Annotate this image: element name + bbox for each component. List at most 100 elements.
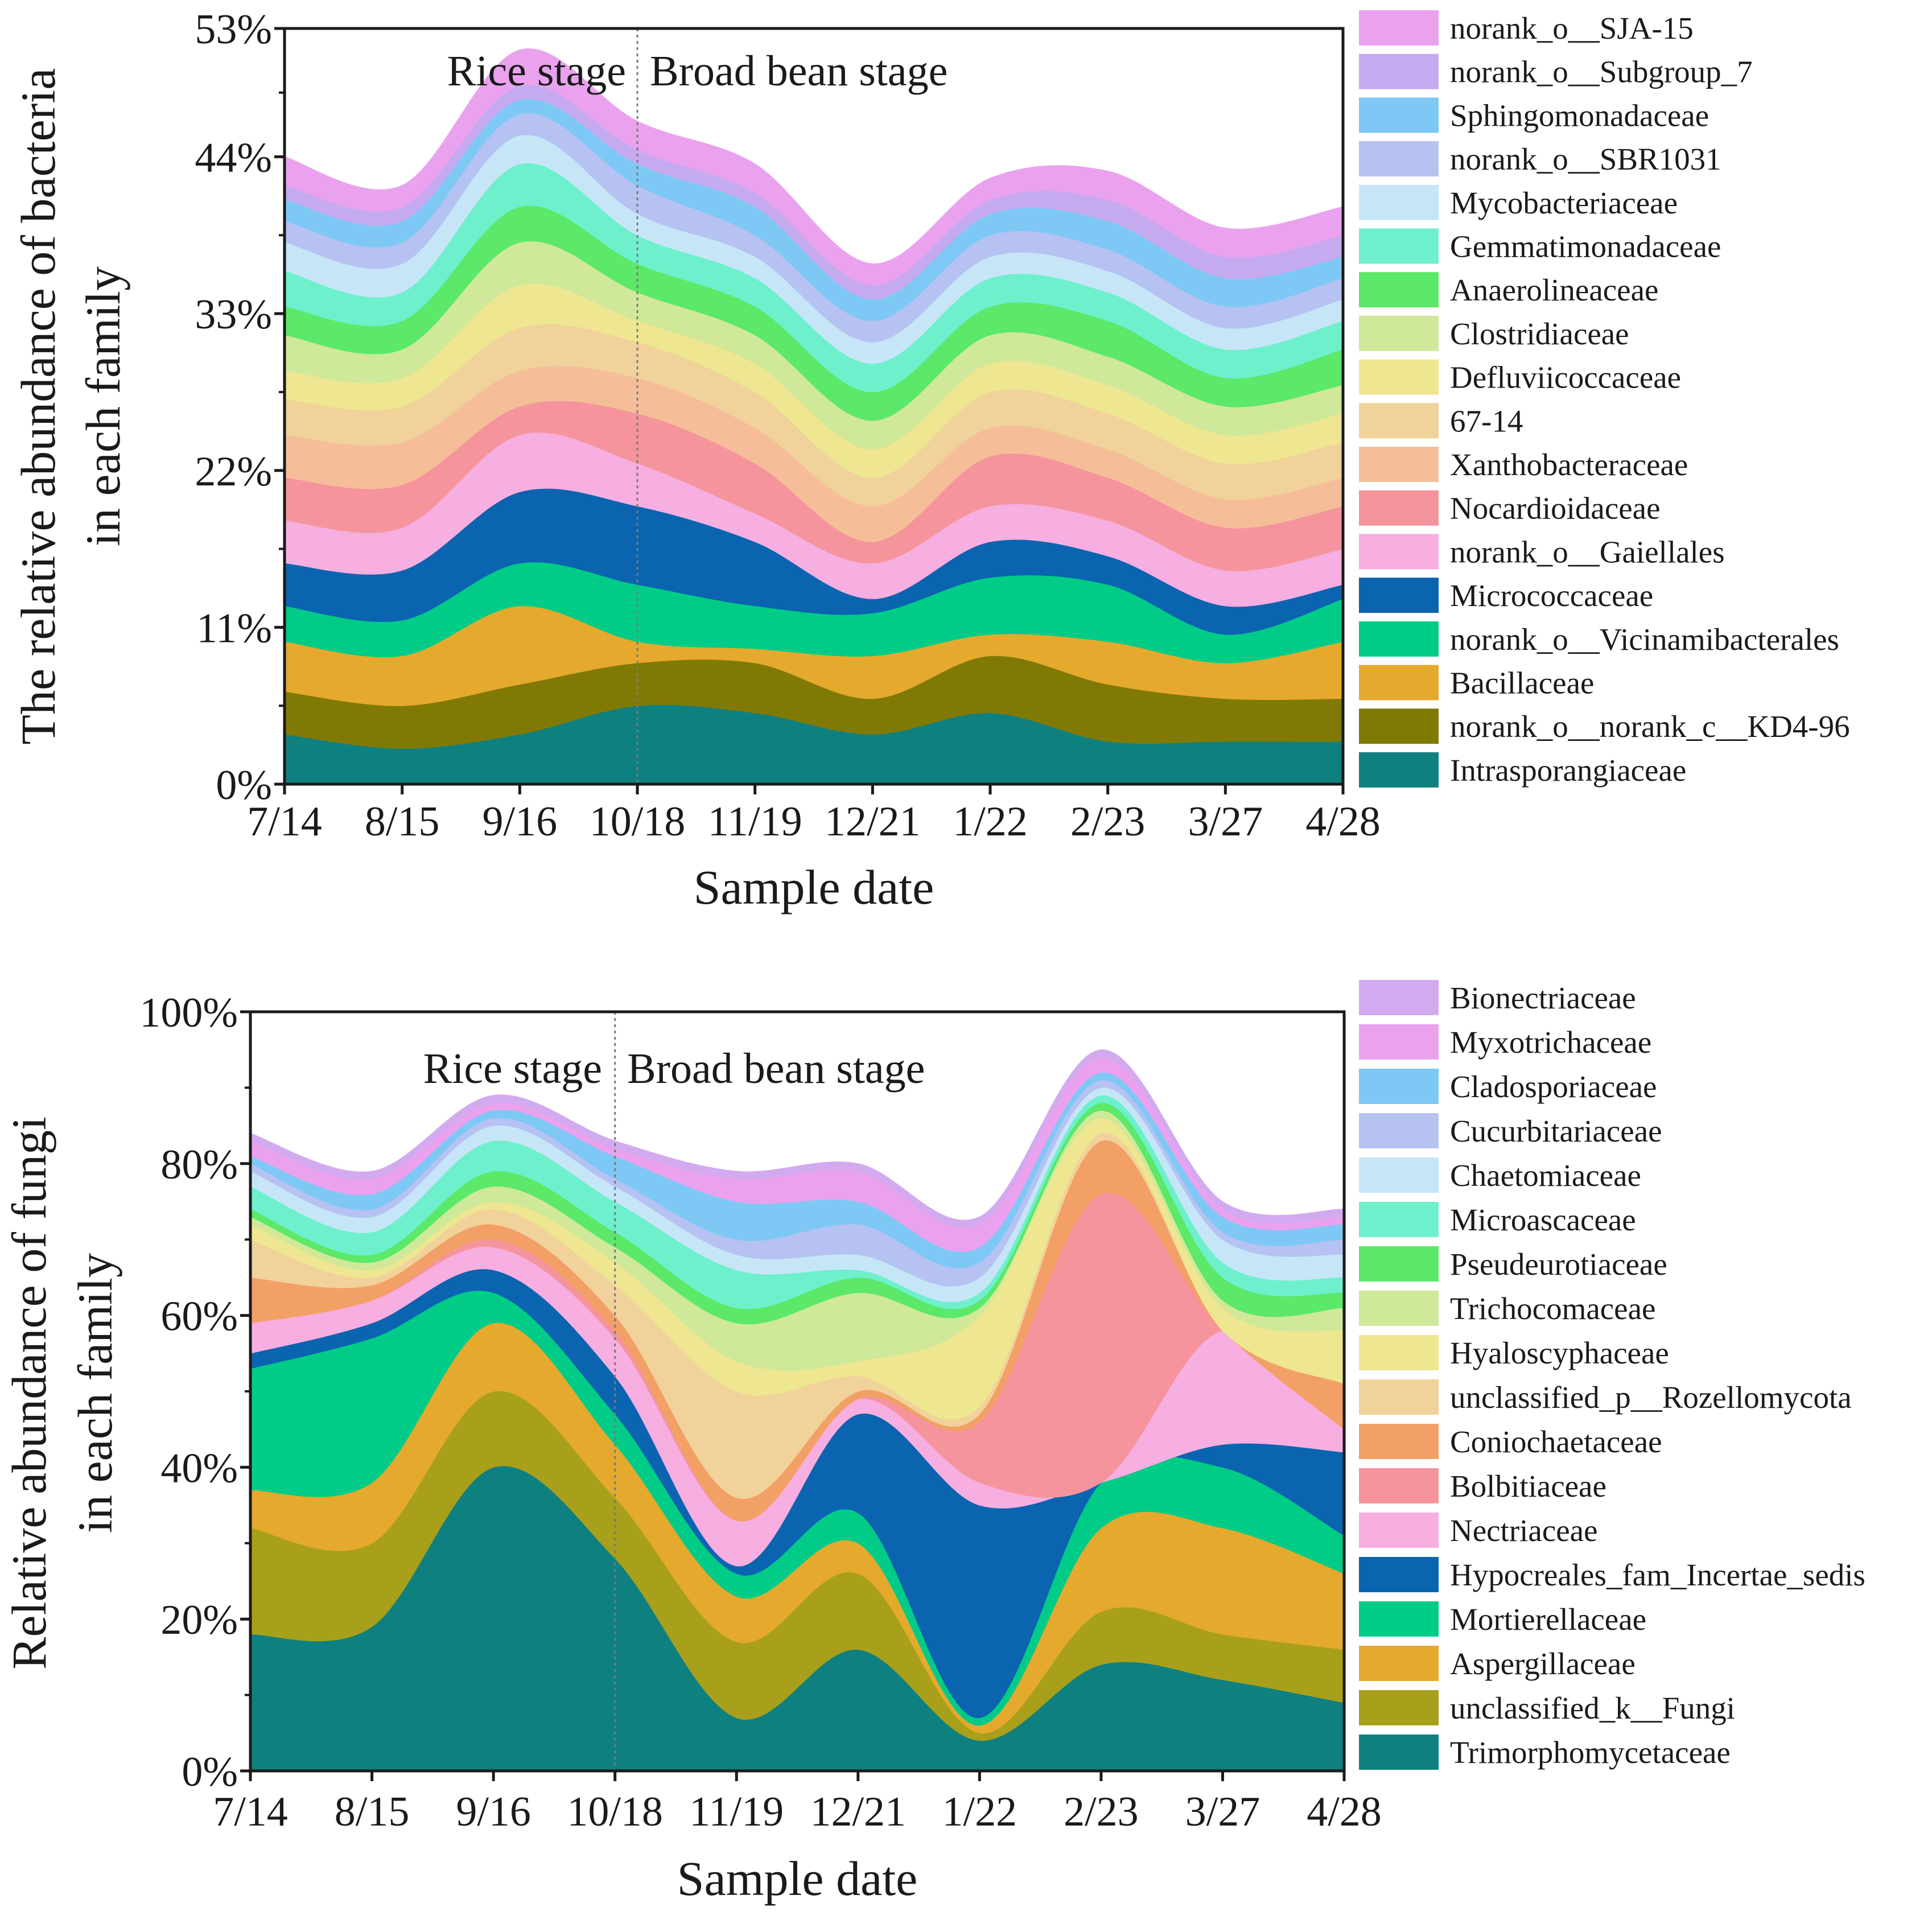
x-tick-label: 2/23 (1064, 1789, 1139, 1835)
x-tick-label: 1/22 (942, 1789, 1018, 1835)
legend-label: Myxotrichaceae (1450, 1025, 1651, 1060)
legend-label: Gemmatimonadaceae (1450, 229, 1721, 264)
legend-swatch (1359, 980, 1439, 1015)
y-tick-label: 80% (160, 1142, 238, 1188)
y-tick-label: 0% (216, 762, 272, 809)
legend-label: Micrococcaceae (1450, 578, 1653, 613)
y-tick-label: 20% (160, 1597, 238, 1643)
x-tick-label: 8/15 (335, 1789, 410, 1835)
legend-label: Trichocomaceae (1450, 1291, 1655, 1326)
legend-label: Hypocreales_fam_Incertae_sedis (1450, 1558, 1865, 1592)
x-tick-label: 3/27 (1185, 1789, 1260, 1835)
legend-swatch (1359, 1601, 1439, 1637)
x-tick-label: 12/21 (825, 798, 921, 845)
legend-swatch (1359, 1690, 1439, 1725)
legend-swatch (1359, 578, 1439, 613)
y-tick-label: 22% (195, 448, 272, 495)
bacteria-chart: 0% 11% 22% 33% 44% 53% 7/14 8/15 9/16 10/18 11/19 1… (11, 6, 1850, 914)
x-tick-label: 11/19 (708, 798, 802, 845)
legend-swatch (1359, 1024, 1439, 1060)
y-tick-label: 11% (196, 605, 272, 652)
stacked-areas (285, 48, 1343, 784)
y-tick-label: 33% (195, 291, 272, 338)
rice-stage-label: Rice stage (423, 1045, 602, 1093)
rice-stage-label: Rice stage (447, 47, 626, 95)
x-tick-label: 7/14 (247, 798, 322, 845)
legend-swatch (1359, 534, 1439, 570)
legend-label: Intrasporangiaceae (1450, 753, 1686, 788)
legend-swatch (1359, 1157, 1439, 1193)
y-axis-title-line: in each family (68, 1253, 122, 1533)
legend: norank_o__SJA-15 norank_o__Subgroup_7 Sphi… (1359, 10, 1850, 788)
legend-label: Mortierellaceae (1450, 1602, 1646, 1637)
legend-swatch (1359, 359, 1439, 395)
legend-label: Cladosporiaceae (1450, 1069, 1657, 1104)
fungi-chart: 0% 20% 40% 60% 80% 100% 7/14 8/15 9/16 10/18 11/19… (2, 980, 1865, 1906)
legend-label: Xanthobacteraceae (1450, 447, 1688, 482)
legend-swatch (1359, 447, 1439, 482)
legend-label: Aspergillaceae (1450, 1646, 1636, 1681)
y-tick-label: 40% (160, 1445, 238, 1491)
legend-swatch (1359, 708, 1439, 744)
legend-swatch (1359, 1113, 1439, 1148)
legend-label: Microascaceae (1450, 1202, 1636, 1237)
legend-swatch (1359, 1513, 1439, 1548)
y-tick-label: 60% (160, 1293, 238, 1340)
legend-swatch (1359, 1202, 1439, 1237)
x-tick-label: 9/16 (483, 798, 558, 845)
legend-swatch (1359, 490, 1439, 526)
plot-frame (283, 27, 1345, 786)
y-tick-label: 0% (182, 1749, 238, 1795)
x-tick-label: 8/15 (365, 798, 440, 845)
x-axis-title: Sample date (694, 860, 934, 914)
x-tick-label: 3/27 (1188, 798, 1263, 845)
broad-bean-stage-label: Broad bean stage (650, 47, 948, 95)
legend-swatch (1359, 621, 1439, 657)
legend-label: 67-14 (1450, 403, 1523, 438)
legend-swatch (1359, 315, 1439, 351)
legend-label: Bolbitiaceae (1450, 1469, 1606, 1503)
legend-swatch (1359, 1379, 1439, 1415)
legend-swatch (1359, 665, 1439, 701)
x-tick-label: 2/23 (1070, 798, 1146, 845)
legend-swatch (1359, 752, 1439, 788)
legend-swatch (1359, 228, 1439, 264)
x-tick-label: 9/16 (456, 1789, 531, 1835)
legend-label: Clostridiaceae (1450, 316, 1629, 351)
x-tick-label: 10/18 (590, 798, 686, 845)
legend-swatch (1359, 1069, 1439, 1104)
area-norank-o-sja-15 (285, 48, 1343, 286)
legend-swatch (1359, 1468, 1439, 1503)
legend-swatch (1359, 403, 1439, 439)
legend-label: Hyaloscyphaceae (1450, 1336, 1669, 1370)
legend-swatch (1359, 1557, 1439, 1592)
legend-label: Nocardioidaceae (1450, 491, 1660, 526)
legend-swatch (1359, 184, 1439, 220)
legend-label: norank_o__norank_c__KD4-96 (1450, 709, 1850, 744)
legend-label: norank_o__Gaiellales (1450, 534, 1725, 569)
y-axis-title-line: The relative abundance of bacteria (11, 68, 65, 745)
legend-label: Cucurbitariaceae (1450, 1114, 1662, 1148)
legend-label: Bionectriaceae (1450, 980, 1636, 1015)
legend-label: unclassified_p__Rozellomycota (1450, 1380, 1852, 1415)
y-axis-title-line: Relative abundance of fungi (2, 1116, 56, 1670)
x-tick-label: 7/14 (213, 1789, 288, 1835)
legend-swatch (1359, 10, 1439, 46)
y-tick-label: 100% (139, 990, 238, 1036)
legend-label: Bacillaceae (1450, 666, 1594, 701)
x-tick-label: 12/21 (810, 1789, 906, 1835)
legend-label: Coniochaetaceae (1450, 1424, 1662, 1459)
x-axis-title: Sample date (677, 1851, 918, 1906)
x-tick-label: 11/19 (689, 1789, 784, 1835)
y-tick-label: 53% (195, 6, 272, 53)
legend-label: Nectriaceae (1450, 1513, 1597, 1548)
y-tick-label: 44% (195, 135, 272, 182)
legend-label: Pseudeurotiaceae (1450, 1247, 1667, 1282)
legend-label: Chaetomiaceae (1450, 1158, 1641, 1193)
legend-swatch (1359, 97, 1439, 133)
x-tick-label: 4/28 (1305, 798, 1381, 845)
legend-label: norank_o__SJA-15 (1450, 11, 1694, 46)
legend-swatch (1359, 1291, 1439, 1326)
legend-swatch (1359, 1335, 1439, 1370)
